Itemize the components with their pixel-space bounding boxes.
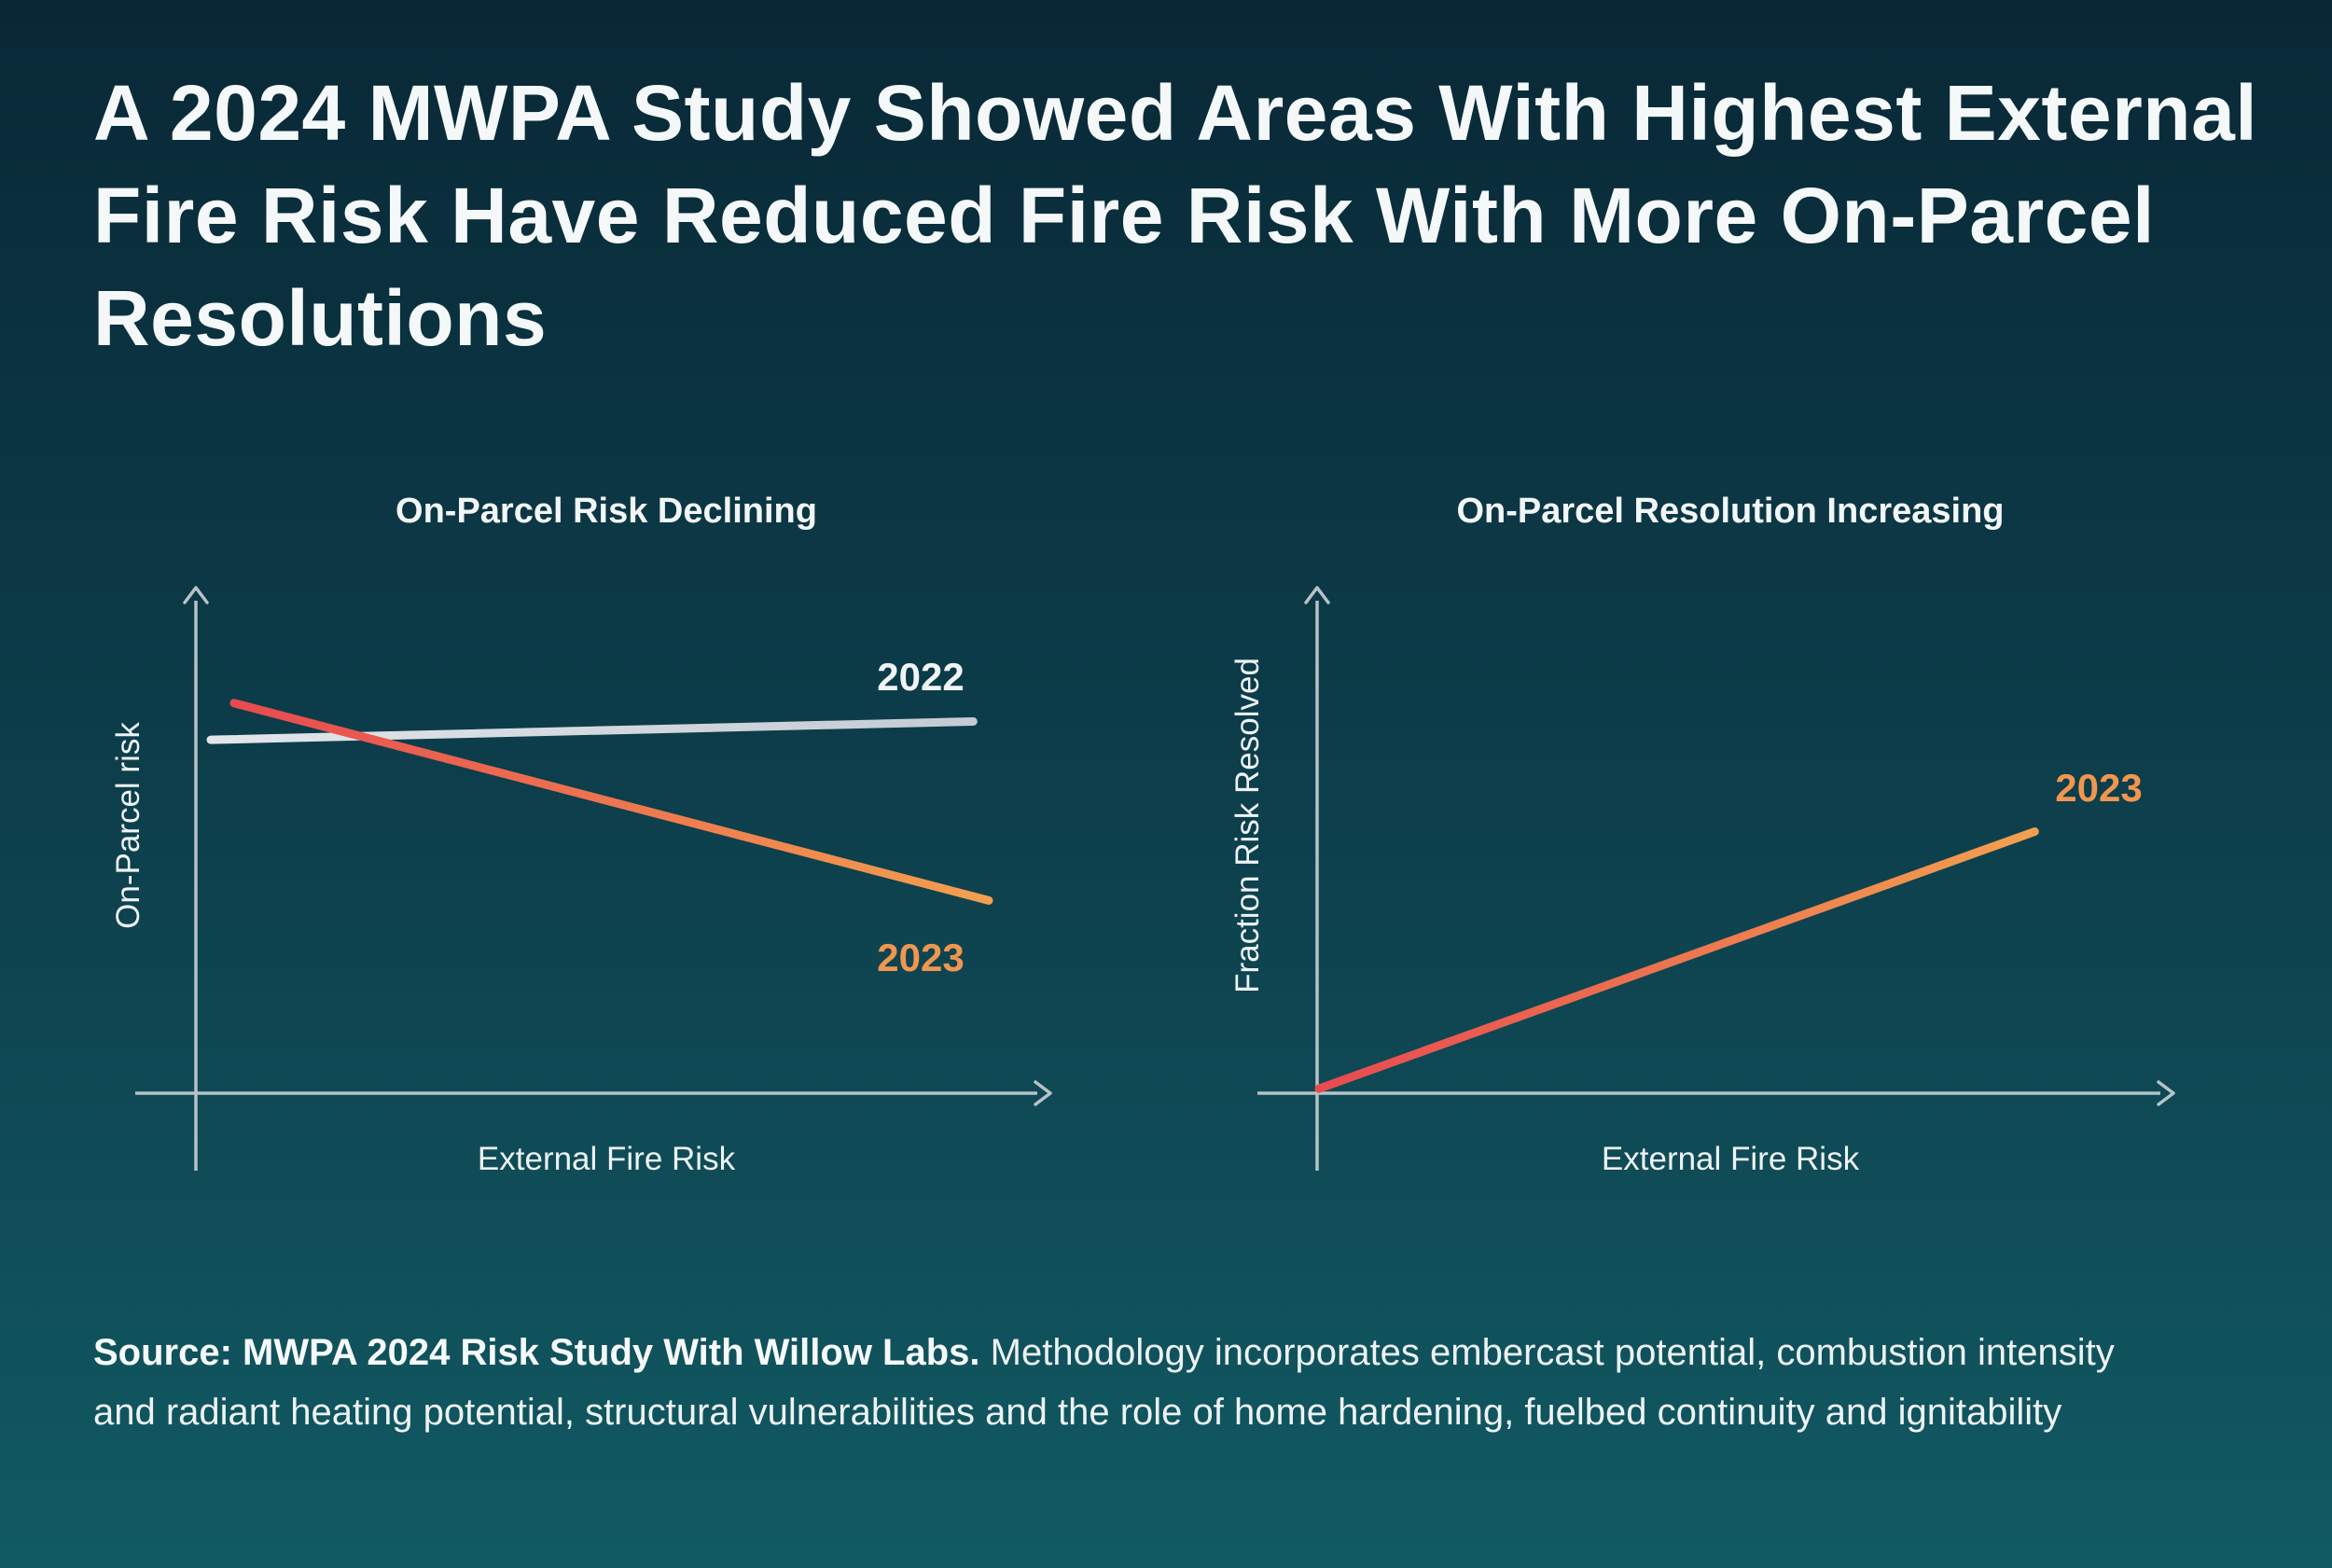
y-axis-arrow-icon: [1304, 586, 1330, 604]
x-axis-label: External Fire Risk: [1601, 1141, 1860, 1177]
series-line-2023: [1314, 827, 2039, 1093]
source-label: Source: MWPA 2024 Risk Study With Willow…: [93, 1332, 980, 1373]
axes: [1257, 586, 2175, 1171]
series-label-2023: 2023: [877, 936, 965, 979]
x-axis-label: External Fire Risk: [477, 1141, 736, 1177]
risk-declining-plot: [135, 586, 1052, 1171]
x-axis-arrow-icon: [2157, 1080, 2175, 1106]
x-axis-arrow-icon: [1034, 1080, 1052, 1106]
series-lines: [1314, 827, 2039, 1093]
resolution-increasing-plot: [1257, 586, 2175, 1171]
series-label-2022: 2022: [877, 655, 965, 699]
series-label-2023: 2023: [2055, 766, 2143, 810]
series-line-2023: [229, 699, 993, 905]
chart-on-parcel-resolution-increasing: On-Parcel Resolution Increasing Fraction…: [1213, 471, 2295, 1255]
source-text: Methodology incorporates embercast poten…: [93, 1332, 2115, 1433]
chart-title: On-Parcel Resolution Increasing: [1456, 492, 2005, 531]
series-lines: [206, 699, 993, 905]
series-line-2022: [206, 716, 978, 744]
y-axis-arrow-icon: [183, 586, 209, 604]
page-title: A 2024 MWPA Study Showed Areas With High…: [93, 69, 2258, 363]
chart-on-parcel-risk-declining: On-Parcel Risk Declining On-Parcel risk …: [93, 471, 1157, 1255]
axes: [135, 586, 1052, 1171]
chart-title: On-Parcel Risk Declining: [396, 492, 817, 531]
source-note: Source: MWPA 2024 Risk Study With Willow…: [93, 1323, 2127, 1442]
